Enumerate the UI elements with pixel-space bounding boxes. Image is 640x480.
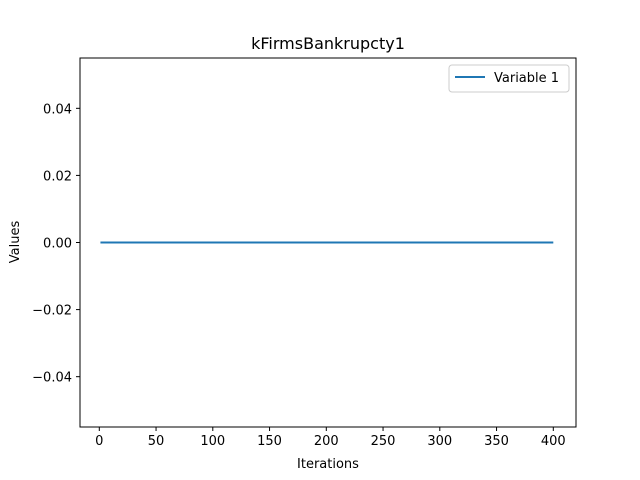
x-tick-label: 250 <box>371 434 396 449</box>
x-tick-label: 0 <box>95 434 103 449</box>
legend-label-variable-1: Variable 1 <box>494 71 559 86</box>
y-tick-label: 0.00 <box>43 237 72 252</box>
legend-box <box>448 64 570 93</box>
x-tick-label: 100 <box>200 434 225 449</box>
x-tick-label: 150 <box>257 434 282 449</box>
x-tick-label: 300 <box>427 434 452 449</box>
legend: Variable 1 <box>448 64 570 93</box>
chart-title: kFirmsBankrupcty1 <box>251 34 405 53</box>
y-axis-label: Values <box>8 221 23 264</box>
x-axis-label: Iterations <box>297 457 359 472</box>
y-tick-label: 0.04 <box>43 102 72 117</box>
x-tick-label: 50 <box>148 434 165 449</box>
y-tick-label: −0.04 <box>32 371 72 386</box>
x-tick-label: 350 <box>484 434 509 449</box>
y-tick-label: 0.02 <box>43 169 72 184</box>
x-tick-label: 400 <box>541 434 566 449</box>
y-tick-label: −0.02 <box>32 304 72 319</box>
y-axis-ticks: −0.04 −0.02 0.00 0.02 0.04 <box>32 102 80 386</box>
x-axis-ticks: 0 50 100 150 200 250 300 350 400 <box>95 427 566 449</box>
x-tick-label: 200 <box>314 434 339 449</box>
